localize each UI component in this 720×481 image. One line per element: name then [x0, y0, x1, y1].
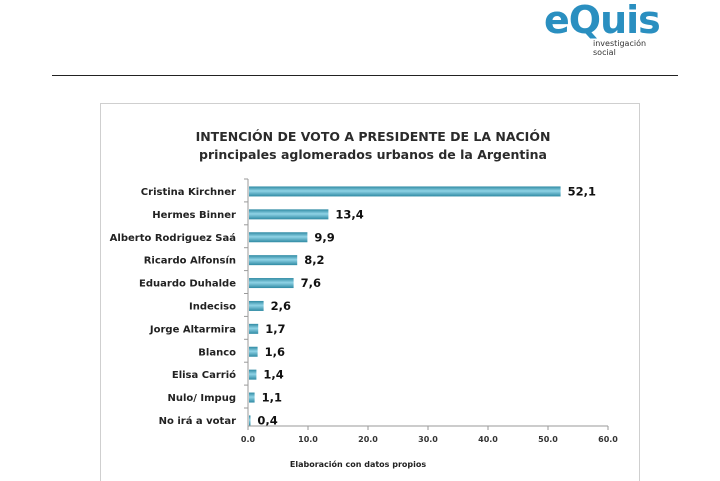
bar — [249, 255, 298, 266]
chart-footnote: Elaboración con datos propios — [290, 459, 426, 469]
category-label: No irá a votar — [159, 415, 236, 427]
plot-area: Cristina Kirchner 52,1 Hermes Binner 13,4 Al… — [110, 178, 618, 444]
data-label: 7,6 — [301, 276, 321, 290]
data-label: 2,6 — [271, 299, 291, 313]
data-label: 52,1 — [568, 184, 596, 198]
data-label: 8,2 — [304, 253, 324, 267]
logo-tagline-line2: social — [593, 48, 616, 57]
bar — [249, 278, 294, 289]
logo-wordmark: eQuis — [544, 0, 661, 42]
equis-logo: eQuis investigación social — [540, 0, 715, 68]
chart-subtitle: principales aglomerados urbanos de la Ar… — [199, 147, 547, 162]
bar — [249, 346, 258, 357]
bar — [249, 392, 255, 403]
data-label: 1,1 — [262, 391, 282, 405]
x-tick-label: 20.0 — [358, 435, 378, 444]
header-divider — [52, 75, 678, 76]
bar — [249, 323, 259, 334]
bar — [249, 232, 308, 243]
x-tick-label: 30.0 — [418, 435, 438, 444]
bar — [249, 300, 264, 311]
category-label: Eduardo Duhalde — [139, 279, 236, 290]
category-label: Cristina Kirchner — [141, 187, 236, 198]
category-label: Alberto Rodriguez Saá — [110, 232, 236, 244]
data-label: 1,7 — [265, 322, 285, 336]
category-label: Ricardo Alfonsín — [144, 255, 236, 267]
category-label: Nulo/ Impug — [168, 393, 237, 404]
bar — [249, 186, 561, 197]
bar — [249, 415, 251, 426]
data-label: 1,4 — [263, 368, 283, 382]
x-tick-label: 60.0 — [598, 435, 618, 444]
bar-chart: INTENCIÓN DE VOTO A PRESIDENTE DE LA NAC… — [110, 129, 619, 469]
data-label: 13,4 — [335, 207, 363, 221]
category-label: Blanco — [198, 347, 236, 358]
x-tick-label: 0.0 — [241, 435, 256, 444]
chart-frame: INTENCIÓN DE VOTO A PRESIDENTE DE LA NAC… — [100, 103, 640, 481]
data-label: 1,6 — [265, 345, 285, 359]
category-label: Jorge Altarmira — [149, 324, 236, 335]
data-label: 9,9 — [314, 230, 334, 244]
category-label: Elisa Carrió — [172, 369, 236, 381]
category-label: Hermes Binner — [152, 210, 236, 221]
bar — [249, 369, 257, 380]
x-tick-label: 10.0 — [298, 435, 318, 444]
category-label: Indeciso — [189, 301, 236, 312]
x-tick-label: 40.0 — [478, 435, 498, 444]
logo-tagline-line1: investigación — [593, 39, 647, 48]
data-label: 0,4 — [257, 413, 277, 427]
x-tick-label: 50.0 — [538, 435, 558, 444]
bar — [249, 209, 329, 220]
chart-title: INTENCIÓN DE VOTO A PRESIDENTE DE LA NAC… — [196, 129, 551, 144]
